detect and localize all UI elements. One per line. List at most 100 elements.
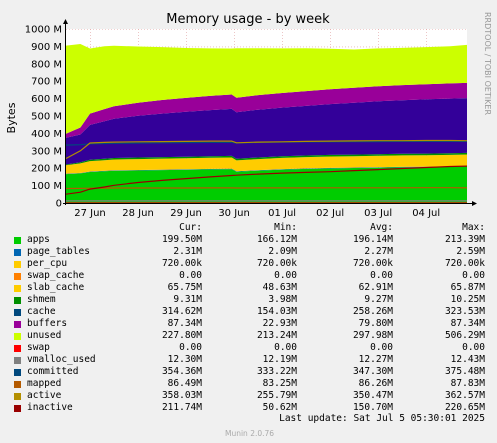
legend-max-value: 12.43M xyxy=(450,354,485,365)
legend-avg-value: 79.80M xyxy=(358,318,393,329)
x-tick-label: 01 Jul xyxy=(268,208,296,219)
line-inactive xyxy=(65,165,468,195)
legend-avg-value: 9.27M xyxy=(364,294,393,305)
legend-label: active xyxy=(27,390,62,401)
legend-swatch xyxy=(14,369,21,376)
legend-min-value: 255.79M xyxy=(256,390,297,401)
legend-min-value: 2.09M xyxy=(268,246,297,257)
stacked-areas xyxy=(66,44,467,203)
line-active xyxy=(65,139,468,160)
legend-swatch xyxy=(14,297,21,304)
legend-label: apps xyxy=(27,234,50,245)
legend-avg-value: 0.00 xyxy=(370,342,393,353)
legend-swatch xyxy=(14,261,21,268)
rrdtool-credit: RRDTOOL / TOBI OETIKER xyxy=(483,12,492,115)
legend-max-value: 10.25M xyxy=(450,294,485,305)
legend-label: shmem xyxy=(27,294,56,305)
legend-row-swap: swap 0.00 0.00 0.00 0.00 xyxy=(0,342,497,354)
legend-row-shmem: shmem 9.31M 3.98M 9.27M 10.25M xyxy=(0,294,497,306)
legend-cur-value: 2.31M xyxy=(173,246,202,257)
legend-row-apps: apps 199.50M 166.12M 196.14M 213.39M xyxy=(0,234,497,246)
legend-min-value: 213.24M xyxy=(256,330,297,341)
legend-min-value: 50.62M xyxy=(262,402,297,413)
legend-max-value: 0.00 xyxy=(462,270,485,281)
legend-min-value: 22.93M xyxy=(262,318,297,329)
legend-avg-value: 62.91M xyxy=(358,282,393,293)
legend-label: committed xyxy=(27,366,79,377)
legend-label: inactive xyxy=(27,402,73,413)
legend-rows: apps 199.50M 166.12M 196.14M 213.39M page_tab… xyxy=(0,234,497,414)
area-buffers xyxy=(66,82,467,138)
legend-row-cache: cache 314.62M 154.03M 258.26M 323.53M xyxy=(0,306,497,318)
legend-swatch xyxy=(14,273,21,280)
header-avg: Avg: xyxy=(370,222,393,233)
x-tick-label: 02 Jul xyxy=(316,208,344,219)
legend-avg-value: 350.47M xyxy=(352,390,393,401)
legend-header: Cur: Min: Avg: Max: xyxy=(0,222,497,234)
munin-version: Munin 2.0.76 xyxy=(225,429,275,438)
area-shmem xyxy=(66,152,467,166)
legend-label: buffers xyxy=(27,318,68,329)
legend-max-value: 2.59M xyxy=(456,246,485,257)
legend-min-value: 720.00k xyxy=(256,258,297,269)
legend-swatch xyxy=(14,309,21,316)
chart-title: Memory usage - by week xyxy=(166,12,330,27)
legend-label: mapped xyxy=(27,378,62,389)
x-tick-label: 30 Jun xyxy=(218,208,250,219)
legend-label: vmalloc_used xyxy=(27,354,96,365)
legend-max-value: 720.00k xyxy=(444,258,485,269)
memory-chart: Memory usage - by week Bytes RRDTOOL / T… xyxy=(5,12,492,219)
legend-swatch xyxy=(14,381,21,388)
legend-swatch xyxy=(14,357,21,364)
legend-row-committed: committed 354.36M 333.22M 347.30M 375.48M xyxy=(0,366,497,378)
legend-cur-value: 0.00 xyxy=(179,342,202,353)
legend-row-vmalloc-used: vmalloc_used 12.30M 12.19M 12.27M 12.43M xyxy=(0,354,497,366)
legend-label: swap xyxy=(27,342,50,353)
header-max: Max: xyxy=(462,222,485,233)
x-tick-labels: 27 Jun 28 Jun 29 Jun 30 Jun 01 Jul 02 Jul 03 J… xyxy=(74,208,440,219)
legend-min-value: 48.63M xyxy=(262,282,297,293)
y-axis-arrow xyxy=(63,19,68,24)
legend-max-value: 87.83M xyxy=(450,378,485,389)
legend-swatch xyxy=(14,321,21,328)
legend-avg-value: 347.30M xyxy=(352,366,393,377)
y-tick-label: 900 M xyxy=(31,42,62,53)
legend-min-value: 166.12M xyxy=(256,234,297,245)
y-tick-label: 0 xyxy=(56,199,62,210)
legend-cur-value: 314.62M xyxy=(161,306,202,317)
x-tick-label: 27 Jun xyxy=(74,208,106,219)
legend-row-active: active 358.03M 255.79M 350.47M 362.57M xyxy=(0,390,497,402)
legend-max-value: 65.87M xyxy=(450,282,485,293)
y-axis-label: Bytes xyxy=(5,102,18,133)
legend-avg-value: 86.26M xyxy=(358,378,393,389)
legend-avg-value: 196.14M xyxy=(352,234,393,245)
legend-cur-value: 9.31M xyxy=(173,294,202,305)
x-tick-label: 03 Jul xyxy=(364,208,392,219)
legend-cur-value: 720.00k xyxy=(161,258,202,269)
x-axis-arrow xyxy=(472,201,477,206)
y-tick-label: 700 M xyxy=(31,77,62,88)
legend-max-value: 323.53M xyxy=(444,306,485,317)
legend-avg-value: 720.00k xyxy=(352,258,393,269)
legend-avg-value: 0.00 xyxy=(370,270,393,281)
y-tick-label: 100 M xyxy=(31,181,62,192)
area-per-cpu xyxy=(66,165,467,174)
legend-min-value: 0.00 xyxy=(274,270,297,281)
y-tick-label: 600 M xyxy=(31,94,62,105)
legend-label: unused xyxy=(27,330,62,341)
y-tick-label: 1000 M xyxy=(25,25,62,36)
legend-min-value: 333.22M xyxy=(256,366,297,377)
header-min: Min: xyxy=(274,222,297,233)
legend-cur-value: 358.03M xyxy=(161,390,202,401)
area-slab-cache xyxy=(66,154,467,174)
legend-avg-value: 150.70M xyxy=(352,402,393,413)
area-unused xyxy=(66,44,467,134)
axes xyxy=(63,19,477,206)
y-tick-label: 200 M xyxy=(31,164,62,175)
y-tick-label: 800 M xyxy=(31,59,62,70)
legend-label: page_tables xyxy=(27,246,90,257)
legend-avg-value: 297.98M xyxy=(352,330,393,341)
legend-swatch xyxy=(14,333,21,340)
legend-avg-value: 12.27M xyxy=(358,354,393,365)
line-mapped xyxy=(65,187,468,190)
